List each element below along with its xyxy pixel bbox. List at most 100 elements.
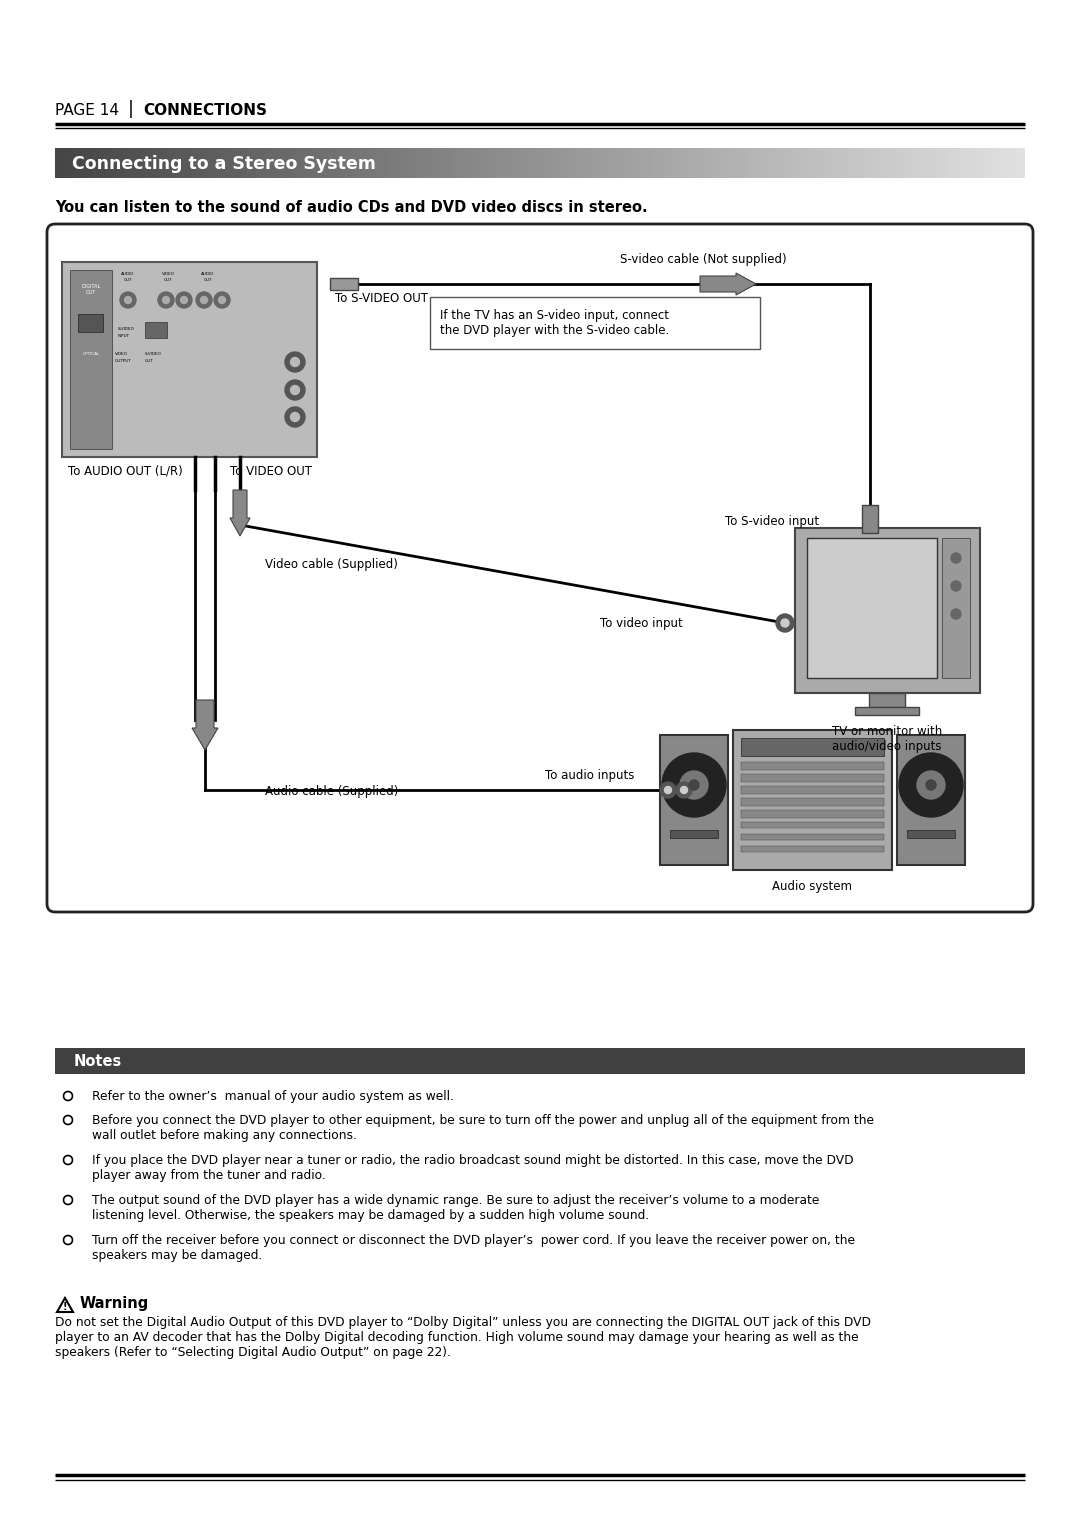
Bar <box>855 707 919 715</box>
FancyArrow shape <box>700 274 756 295</box>
Bar <box>145 322 167 338</box>
Bar <box>862 504 878 533</box>
Text: Audio system: Audio system <box>772 880 852 892</box>
Bar <box>907 830 955 837</box>
Text: The output sound of the DVD player has a wide dynamic range. Be sure to adjust t: The output sound of the DVD player has a… <box>92 1193 820 1222</box>
Text: Audio cable (Supplied): Audio cable (Supplied) <box>265 785 399 799</box>
Text: To video input: To video input <box>600 616 683 630</box>
Bar <box>897 735 966 865</box>
Circle shape <box>162 296 170 304</box>
Circle shape <box>951 610 961 619</box>
Text: Do not set the Digital Audio Output of this DVD player to “Dolby Digital” unless: Do not set the Digital Audio Output of t… <box>55 1316 870 1358</box>
Text: S-VIDEO: S-VIDEO <box>118 327 135 332</box>
Bar <box>70 270 112 449</box>
Circle shape <box>777 614 794 633</box>
Text: Refer to the owner’s  manual of your audio system as well.: Refer to the owner’s manual of your audi… <box>92 1089 454 1103</box>
Text: To VIDEO OUT: To VIDEO OUT <box>230 465 312 478</box>
Bar <box>430 296 760 348</box>
Circle shape <box>926 779 936 790</box>
Bar <box>741 834 885 840</box>
Circle shape <box>158 292 174 309</box>
Circle shape <box>201 296 207 304</box>
Text: Turn off the receiver before you connect or disconnect the DVD player’s  power c: Turn off the receiver before you connect… <box>92 1235 855 1262</box>
Text: |: | <box>129 99 134 118</box>
Text: VIDEO: VIDEO <box>114 351 129 356</box>
Text: S-VIDEO: S-VIDEO <box>145 351 162 356</box>
Circle shape <box>662 753 726 817</box>
Circle shape <box>917 772 945 799</box>
Circle shape <box>676 782 692 798</box>
Text: S-video cable (Not supplied): S-video cable (Not supplied) <box>620 254 786 266</box>
Circle shape <box>180 296 188 304</box>
Text: OUT: OUT <box>145 359 153 364</box>
Circle shape <box>680 772 708 799</box>
Bar <box>807 538 937 678</box>
Bar <box>741 822 885 828</box>
Text: TV or monitor with
audio/video inputs: TV or monitor with audio/video inputs <box>832 724 942 753</box>
Circle shape <box>214 292 230 309</box>
Circle shape <box>124 296 132 304</box>
Bar <box>741 738 885 756</box>
Text: To AUDIO OUT (L/R): To AUDIO OUT (L/R) <box>68 465 183 478</box>
Text: Notes: Notes <box>75 1053 122 1068</box>
Text: INPUT: INPUT <box>118 335 130 338</box>
Circle shape <box>291 413 299 422</box>
Circle shape <box>951 581 961 591</box>
Bar <box>741 847 885 853</box>
FancyArrow shape <box>230 490 249 536</box>
Text: OUT: OUT <box>123 278 133 283</box>
Text: To S-VIDEO OUT: To S-VIDEO OUT <box>335 292 428 306</box>
Text: OUTPUT: OUTPUT <box>114 359 132 364</box>
Text: PAGE 14: PAGE 14 <box>55 102 119 118</box>
Circle shape <box>218 296 226 304</box>
Text: Video cable (Supplied): Video cable (Supplied) <box>265 558 397 571</box>
Text: If the TV has an S-video input, connect
the DVD player with the S-video cable.: If the TV has an S-video input, connect … <box>440 309 670 338</box>
Bar <box>741 762 885 770</box>
Text: OPTICAL: OPTICAL <box>82 351 99 356</box>
Text: You can listen to the sound of audio CDs and DVD video discs in stereo.: You can listen to the sound of audio CDs… <box>55 200 648 215</box>
Text: If you place the DVD player near a tuner or radio, the radio broadcast sound mig: If you place the DVD player near a tuner… <box>92 1154 853 1183</box>
Circle shape <box>285 380 305 400</box>
Circle shape <box>285 351 305 371</box>
Text: AUDIO: AUDIO <box>201 272 215 277</box>
Text: !: ! <box>63 1302 67 1313</box>
Bar <box>741 810 885 817</box>
Bar <box>942 538 970 678</box>
Text: AUDIO: AUDIO <box>121 272 135 277</box>
Bar <box>330 278 357 290</box>
Text: DIGITAL
OUT: DIGITAL OUT <box>81 284 100 295</box>
Circle shape <box>291 385 299 394</box>
Circle shape <box>781 619 789 626</box>
Bar <box>660 735 728 865</box>
Circle shape <box>176 292 192 309</box>
Text: Connecting to a Stereo System: Connecting to a Stereo System <box>72 154 376 173</box>
Bar <box>62 261 318 457</box>
Circle shape <box>195 292 212 309</box>
Circle shape <box>660 782 676 798</box>
Bar <box>741 785 885 795</box>
Text: OUT: OUT <box>164 278 173 283</box>
Text: To audio inputs: To audio inputs <box>545 770 634 782</box>
Text: CONNECTIONS: CONNECTIONS <box>143 102 267 118</box>
Bar <box>78 313 103 332</box>
Bar <box>741 798 885 805</box>
Text: VIDEO: VIDEO <box>162 272 175 277</box>
Text: Warning: Warning <box>80 1296 149 1311</box>
Bar <box>741 775 885 782</box>
Circle shape <box>689 779 699 790</box>
FancyArrow shape <box>192 700 218 750</box>
Bar <box>670 830 718 837</box>
FancyBboxPatch shape <box>48 225 1032 912</box>
Bar <box>795 529 980 694</box>
Text: Before you connect the DVD player to other equipment, be sure to turn off the po: Before you connect the DVD player to oth… <box>92 1114 874 1141</box>
Bar <box>55 1048 1025 1074</box>
Bar <box>733 730 892 869</box>
Circle shape <box>285 406 305 426</box>
Text: To S-video input: To S-video input <box>725 515 819 529</box>
Circle shape <box>680 787 688 793</box>
Text: OUT: OUT <box>204 278 213 283</box>
Bar <box>869 694 905 707</box>
Circle shape <box>664 787 672 793</box>
Circle shape <box>120 292 136 309</box>
Circle shape <box>899 753 963 817</box>
